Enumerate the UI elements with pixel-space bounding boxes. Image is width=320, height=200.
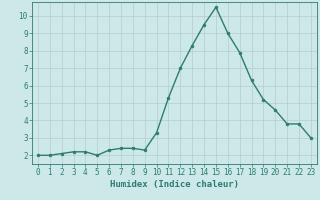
X-axis label: Humidex (Indice chaleur): Humidex (Indice chaleur) [110, 180, 239, 189]
